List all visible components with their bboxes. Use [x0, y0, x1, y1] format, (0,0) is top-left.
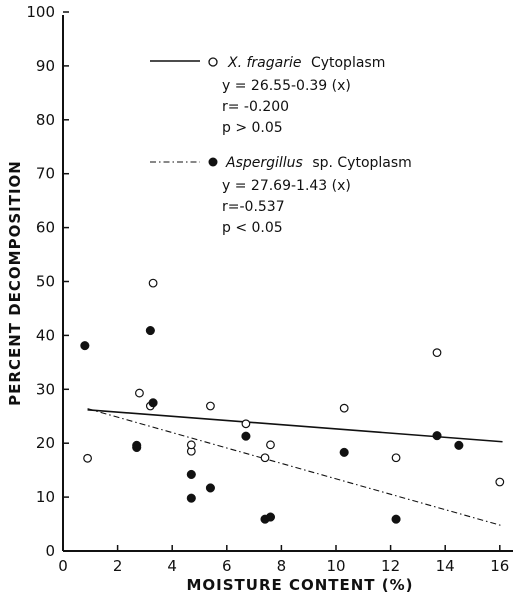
- point-s1-11: [339, 447, 349, 457]
- data-points: [80, 278, 505, 524]
- point-s0-13: [495, 477, 505, 487]
- y-tick-label-3: 30: [36, 380, 55, 398]
- y-tick-label-9: 90: [36, 57, 55, 75]
- x-axis-title: MOISTURE CONTENT (%): [186, 576, 413, 594]
- x-tick-label-0: 0: [58, 557, 68, 575]
- point-s0-7: [241, 419, 251, 429]
- point-s0-0: [83, 453, 92, 463]
- point-s1-4: [148, 398, 158, 408]
- legend-r-xfragarie: r= -0.200: [222, 99, 289, 115]
- ticks: 0 2 4 6 8 10 12 14 16 0 10 20 30 40 50 60 70 80 90 100: [26, 3, 509, 575]
- point-s1-5: [186, 469, 196, 480]
- y-tick-label-6: 60: [36, 219, 55, 237]
- point-s1-6: [186, 493, 196, 503]
- fit-line-1: [87, 408, 503, 527]
- point-s1-12: [391, 514, 401, 524]
- fit-lines: [87, 408, 503, 527]
- legend-suffix-aspergillus: sp. Cytoplasm: [312, 155, 411, 171]
- point-s0-12: [432, 348, 442, 358]
- x-tick-label-1: 2: [113, 557, 123, 575]
- y-tick-label-1: 10: [36, 488, 55, 506]
- legend-equation-aspergillus: y = 27.69-1.43 (x): [222, 178, 351, 194]
- legend: X. fragarie Cytoplasm y = 26.55-0.39 (x)…: [150, 55, 412, 236]
- point-s1-14: [454, 440, 464, 450]
- y-tick-label-10: 100: [26, 3, 55, 21]
- legend-marker-xfragarie: [208, 57, 218, 67]
- point-s1-7: [205, 483, 215, 493]
- point-s0-5: [186, 440, 196, 450]
- legend-name-aspergillus: Aspergillus: [225, 155, 303, 171]
- point-s1-2: [132, 440, 142, 450]
- x-tick-label-2: 4: [167, 557, 177, 575]
- legend-suffix-xfragarie: Cytoplasm: [311, 55, 385, 71]
- y-axis-title: PERCENT DECOMPOSITION: [6, 160, 24, 406]
- legend-marker-aspergillus: [208, 157, 218, 167]
- axes: [62, 15, 513, 552]
- x-tick-label-4: 8: [277, 557, 287, 575]
- x-tick-label-7: 14: [436, 557, 455, 575]
- point-s1-10: [265, 512, 276, 522]
- legend-equation-xfragarie: y = 26.55-0.39 (x): [222, 78, 351, 94]
- point-s0-1: [135, 388, 144, 398]
- point-s0-6: [206, 401, 215, 411]
- x-tick-label-6: 12: [381, 557, 400, 575]
- point-s1-13: [432, 431, 442, 441]
- point-s1-3: [145, 325, 155, 336]
- y-tick-label-4: 40: [36, 326, 55, 344]
- point-s1-8: [241, 431, 251, 441]
- legend-label-aspergillus: Aspergillus sp. Cytoplasm: [225, 155, 412, 171]
- legend-label-xfragarie: X. fragarie Cytoplasm: [227, 55, 385, 71]
- point-s0-3: [148, 278, 158, 288]
- y-tick-label-2: 20: [36, 434, 55, 452]
- y-tick-label-0: 0: [45, 542, 55, 560]
- y-tick-label-8: 80: [36, 111, 55, 129]
- y-tick-label-7: 70: [36, 165, 55, 183]
- point-s0-8: [260, 453, 270, 463]
- point-s1-0: [80, 341, 90, 351]
- legend-p-aspergillus: p < 0.05: [222, 220, 283, 236]
- legend-name-xfragarie: X. fragarie: [227, 55, 301, 71]
- point-s0-11: [391, 453, 401, 463]
- legend-p-xfragarie: p > 0.05: [222, 120, 283, 136]
- legend-r-aspergillus: r=-0.537: [222, 199, 285, 215]
- x-tick-label-5: 10: [326, 557, 345, 575]
- y-tick-label-5: 50: [36, 273, 55, 291]
- point-s0-10: [339, 403, 349, 413]
- x-tick-label-8: 16: [490, 557, 509, 575]
- point-s0-9: [266, 440, 275, 450]
- x-tick-label-3: 6: [222, 557, 232, 575]
